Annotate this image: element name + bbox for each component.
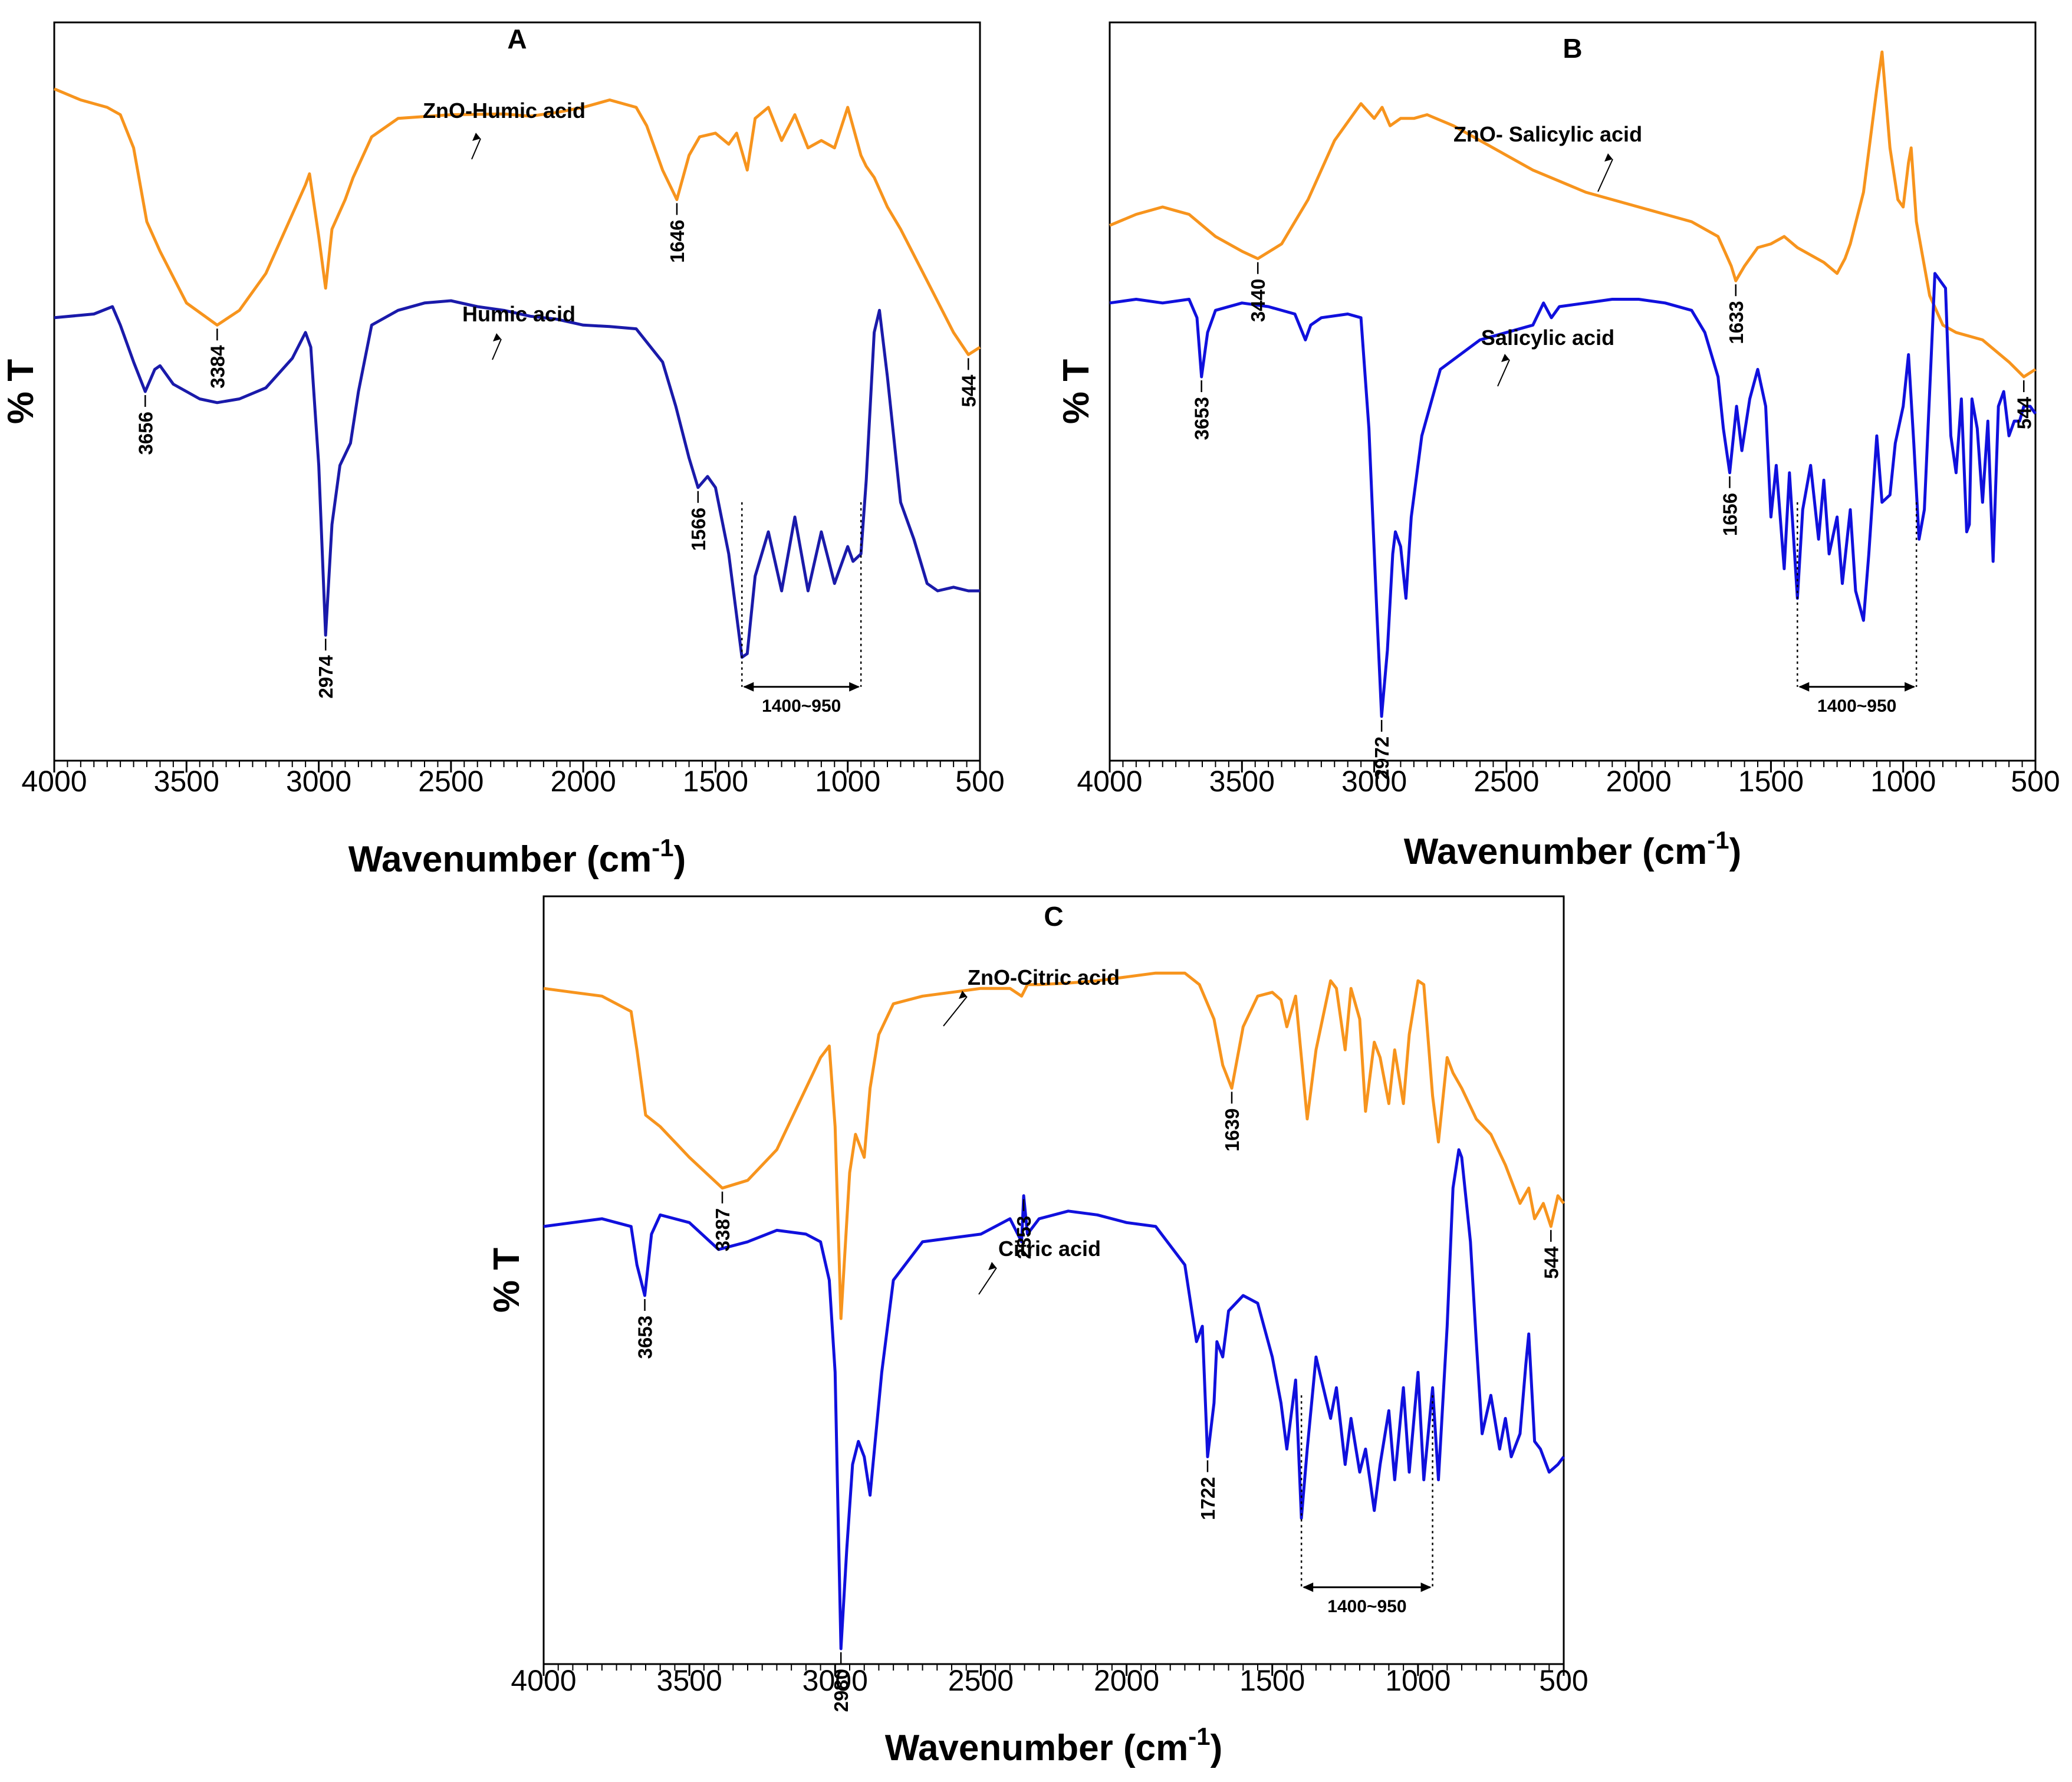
range-arrow-head-left xyxy=(1798,682,1810,692)
series-label: ZnO- Salicylic acid xyxy=(1453,122,1642,146)
panel-a: A % T 4000 3500 3000 2500 2000 1500 1000 500 Waven… xyxy=(1,21,1005,880)
x-tick-label: 1500 xyxy=(1239,1664,1305,1697)
peak-label: 544 xyxy=(958,374,979,407)
arrow-head xyxy=(988,1262,996,1270)
x-tick-label: 500 xyxy=(1539,1664,1588,1697)
x-tick-label: 2000 xyxy=(551,765,616,798)
series-label-arrow xyxy=(1597,159,1613,192)
x-axis-label: Wavenumber (cm-1) xyxy=(1404,826,1742,872)
peak-label: 2353 xyxy=(1013,1216,1035,1259)
series-line-salicylic-acid xyxy=(1109,272,2037,718)
y-axis-label: % T xyxy=(486,1248,527,1313)
x-tick-label: 3500 xyxy=(154,765,219,798)
series-label-arrow xyxy=(471,138,481,160)
x-tick-label: 2500 xyxy=(1474,765,1539,798)
x-tick-label: 500 xyxy=(2011,765,2060,798)
series-label: ZnO-Humic acid xyxy=(423,98,586,123)
series-label: Salicylic acid xyxy=(1481,326,1614,350)
x-tick-label: 3500 xyxy=(657,1664,722,1697)
x-axis-label: Wavenumber (cm-1) xyxy=(885,1722,1223,1768)
x-tick-label: 2000 xyxy=(1606,765,1672,798)
peak-label: 3387 xyxy=(712,1208,734,1251)
series-line-zno-citric-acid xyxy=(543,971,1565,1320)
peak-label: 2972 xyxy=(1371,737,1393,780)
range-arrow-head-left xyxy=(743,682,754,692)
series-label-arrow xyxy=(978,1267,997,1295)
x-tick-label: 2000 xyxy=(1094,1664,1159,1697)
x-tick-label: 2500 xyxy=(948,1664,1014,1697)
panel-title: C xyxy=(1044,901,1063,932)
arrow-head xyxy=(1501,354,1509,362)
peak-label: 3656 xyxy=(134,412,156,455)
peak-label: 3440 xyxy=(1247,279,1269,322)
peak-label: 1633 xyxy=(1725,301,1747,344)
x-tick-label: 1000 xyxy=(1870,765,1936,798)
peak-label: 1722 xyxy=(1197,1477,1219,1520)
series-line-humic-acid xyxy=(54,299,980,659)
peak-label: 1646 xyxy=(666,219,688,262)
peak-label: 3653 xyxy=(634,1316,656,1359)
x-axis-label: Wavenumber (cm-1) xyxy=(348,834,686,880)
series-line-citric-acid xyxy=(543,1148,1565,1651)
arrow-head xyxy=(1604,153,1613,162)
series-label: Humic acid xyxy=(462,302,575,326)
peak-label: 3384 xyxy=(206,345,228,389)
x-tick-label: 3000 xyxy=(1341,765,1407,798)
range-arrow-head-right xyxy=(1420,1582,1432,1592)
peak-label: 2974 xyxy=(315,655,337,699)
panel-title: B xyxy=(1563,33,1582,64)
range-label: 1400~950 xyxy=(1817,696,1896,716)
panel-title: A xyxy=(507,24,527,54)
x-tick-label: 3000 xyxy=(286,765,351,798)
series-label: Citric acid xyxy=(998,1237,1101,1261)
peak-label: 1656 xyxy=(1719,493,1741,536)
x-tick-label: 4000 xyxy=(21,765,87,798)
series-label-arrow xyxy=(1497,359,1510,387)
series-line-zno-humic-acid xyxy=(54,87,981,356)
x-tick-label: 1500 xyxy=(683,765,748,798)
x-tick-label: 3500 xyxy=(1209,765,1275,798)
y-axis-label: % T xyxy=(1,359,41,424)
series-label-arrow xyxy=(492,338,502,360)
range-label: 1400~950 xyxy=(762,696,841,716)
peak-label: 1639 xyxy=(1221,1109,1243,1152)
peak-label: 3653 xyxy=(1191,397,1213,440)
y-axis-label: % T xyxy=(1056,359,1097,424)
range-arrow-head-right xyxy=(1905,682,1916,692)
x-tick-label: 500 xyxy=(955,765,1004,798)
arrow-head xyxy=(493,333,501,341)
series-label: ZnO-Citric acid xyxy=(968,965,1120,989)
x-tick-label: 1500 xyxy=(1738,765,1804,798)
x-tick-label: 4000 xyxy=(511,1664,576,1697)
range-arrow-head-right xyxy=(849,682,860,692)
panel-c: C % T 4000 3500 3000 2500 2000 1500 1000 500 Waven… xyxy=(486,895,1588,1768)
series-line-zno-salicylic-acid xyxy=(1109,50,2037,379)
arrow-head xyxy=(959,991,967,999)
x-tick-label: 1000 xyxy=(1385,1664,1451,1697)
x-tick-label: 1000 xyxy=(815,765,880,798)
x-tick-label: 4000 xyxy=(1077,765,1142,798)
peak-label: 544 xyxy=(1540,1246,1562,1279)
peak-label: 1566 xyxy=(688,508,709,551)
x-tick-label: 2500 xyxy=(418,765,484,798)
range-label: 1400~950 xyxy=(1327,1597,1406,1616)
peak-label: 544 xyxy=(2013,396,2035,429)
peak-label: 2980 xyxy=(830,1669,852,1712)
series-label-arrow xyxy=(943,996,968,1027)
range-arrow-head-left xyxy=(1303,1582,1314,1592)
panel-b: B % T 4000 3500 3000 2500 2000 1500 1000 500 Waven… xyxy=(1056,21,2060,872)
x-tick-label: 3000 xyxy=(803,1664,868,1697)
arrow-head xyxy=(472,133,481,141)
